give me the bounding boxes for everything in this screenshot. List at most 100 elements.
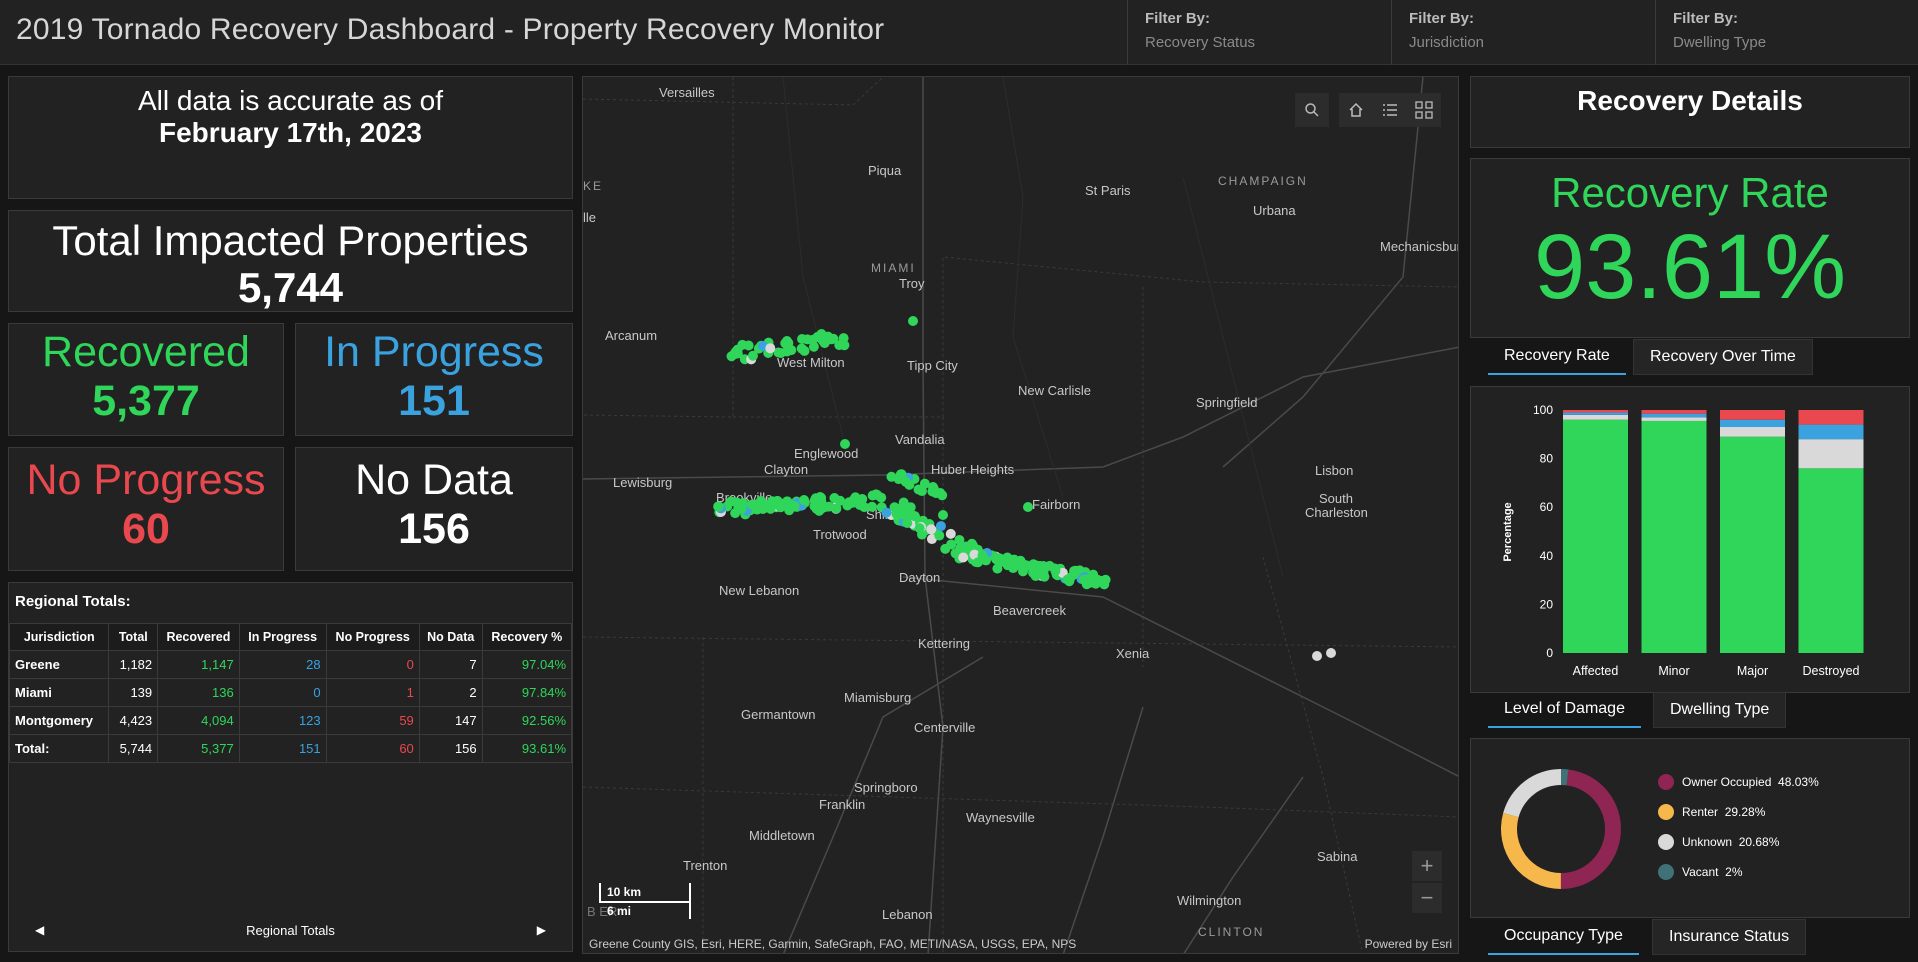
property-point[interactable] [854,499,865,510]
property-point[interactable] [757,503,768,514]
property-point[interactable] [765,503,776,514]
prev-arrow-icon[interactable]: ◀ [35,923,45,937]
property-point[interactable] [819,338,830,349]
table-row[interactable]: Miami 139 136 0 1 2 97.84% [8,678,573,707]
filter-recovery-status[interactable]: Filter By: Recovery Status [1127,0,1392,65]
property-point[interactable] [807,334,818,345]
bar-segment[interactable] [1798,410,1864,425]
property-point[interactable] [958,552,969,563]
property-point[interactable] [1018,566,1029,577]
donut-slice[interactable] [1560,769,1621,889]
bar-segment[interactable] [1563,419,1628,653]
property-point[interactable] [914,523,925,534]
property-point[interactable] [938,510,948,520]
bar-segment[interactable] [1798,439,1864,469]
map-search-button[interactable] [1295,93,1329,127]
property-point[interactable] [908,316,918,326]
property-point[interactable] [1097,576,1108,587]
property-point[interactable] [755,495,766,506]
property-point[interactable] [765,343,776,354]
property-point[interactable] [934,530,945,541]
property-point[interactable] [780,338,791,349]
table-row[interactable]: Montgomery 4,423 4,094 123 59 147 92.56% [8,706,573,735]
tab-dwelling-type[interactable]: Dwelling Type [1653,692,1787,728]
property-point[interactable] [937,490,948,501]
property-point[interactable] [946,539,957,550]
property-point[interactable] [773,347,784,358]
property-point[interactable] [1312,651,1322,661]
bar-segment[interactable] [1563,414,1628,420]
tab-recovery-rate[interactable]: Recovery Rate [1488,339,1626,375]
tab-occupancy-type[interactable]: Occupancy Type [1488,919,1639,955]
property-point[interactable] [904,479,915,490]
property-point[interactable] [980,555,991,566]
property-point[interactable] [945,528,956,539]
property-point[interactable] [973,557,984,568]
property-point[interactable] [1084,577,1095,588]
property-point[interactable] [926,524,937,535]
tab-recovery-over-time[interactable]: Recovery Over Time [1633,339,1813,375]
property-point[interactable] [1013,559,1024,570]
property-point[interactable] [1326,648,1336,658]
bar-segment[interactable] [1720,427,1785,437]
donut-slice[interactable] [1561,769,1569,786]
bar-segment[interactable] [1641,420,1707,653]
property-point[interactable] [1031,560,1042,571]
property-point[interactable] [950,548,961,559]
property-point[interactable] [786,345,797,356]
map-view[interactable]: CHAMPAIGN MIAMI KE CLINTON Versailles Pi… [582,76,1459,954]
property-point[interactable] [775,502,786,513]
table-row[interactable]: Greene 1,182 1,147 28 0 7 97.04% [8,650,573,679]
bar-segment[interactable] [1798,424,1864,440]
property-point[interactable] [817,502,828,513]
property-point[interactable] [796,343,807,354]
property-point[interactable] [829,493,840,504]
property-point[interactable] [872,489,883,500]
property-point[interactable] [928,482,938,492]
property-point[interactable] [954,534,965,545]
property-point[interactable] [905,502,916,513]
bar-segment[interactable] [1641,410,1707,414]
property-point[interactable] [799,495,810,506]
tab-level-of-damage[interactable]: Level of Damage [1488,692,1641,728]
property-point[interactable] [881,507,892,518]
bar-segment[interactable] [1798,468,1864,653]
property-point[interactable] [850,492,861,503]
property-point[interactable] [1049,563,1060,574]
table-row[interactable]: Total: 5,744 5,377 151 60 156 93.61% [8,734,573,763]
property-point[interactable] [726,496,737,507]
map-home-button[interactable] [1339,93,1373,127]
bar-segment[interactable] [1563,410,1628,413]
zoom-out-button[interactable]: − [1412,883,1442,913]
property-point[interactable] [891,509,902,520]
property-point[interactable] [902,517,913,528]
donut-slice[interactable] [1501,812,1561,889]
bar-segment[interactable] [1720,436,1785,653]
property-point[interactable] [730,508,741,519]
property-point[interactable] [746,499,757,510]
bar-segment[interactable] [1720,419,1785,428]
property-point[interactable] [907,510,918,521]
property-point[interactable] [713,501,724,512]
property-point[interactable] [969,549,980,560]
tab-insurance-status[interactable]: Insurance Status [1652,919,1807,955]
zoom-in-button[interactable]: + [1412,851,1442,881]
next-arrow-icon[interactable]: ▶ [536,923,546,937]
property-point[interactable] [842,500,853,511]
bar-segment[interactable] [1641,413,1707,418]
bar-segment[interactable] [1563,412,1628,415]
property-point[interactable] [935,521,946,532]
property-point[interactable] [816,329,827,340]
property-point[interactable] [732,348,743,359]
property-point[interactable] [840,439,850,449]
property-point[interactable] [789,500,800,511]
property-point[interactable] [867,501,878,512]
property-point[interactable] [747,350,758,361]
bar-segment[interactable] [1641,417,1707,421]
property-point[interactable] [1023,502,1033,512]
property-point[interactable] [737,339,748,350]
property-point[interactable] [896,471,907,482]
map-basemap-button[interactable] [1407,93,1441,127]
powered-by-esri[interactable]: Powered by Esri [1364,937,1452,951]
filter-jurisdiction[interactable]: Filter By: Jurisdiction [1391,0,1656,65]
